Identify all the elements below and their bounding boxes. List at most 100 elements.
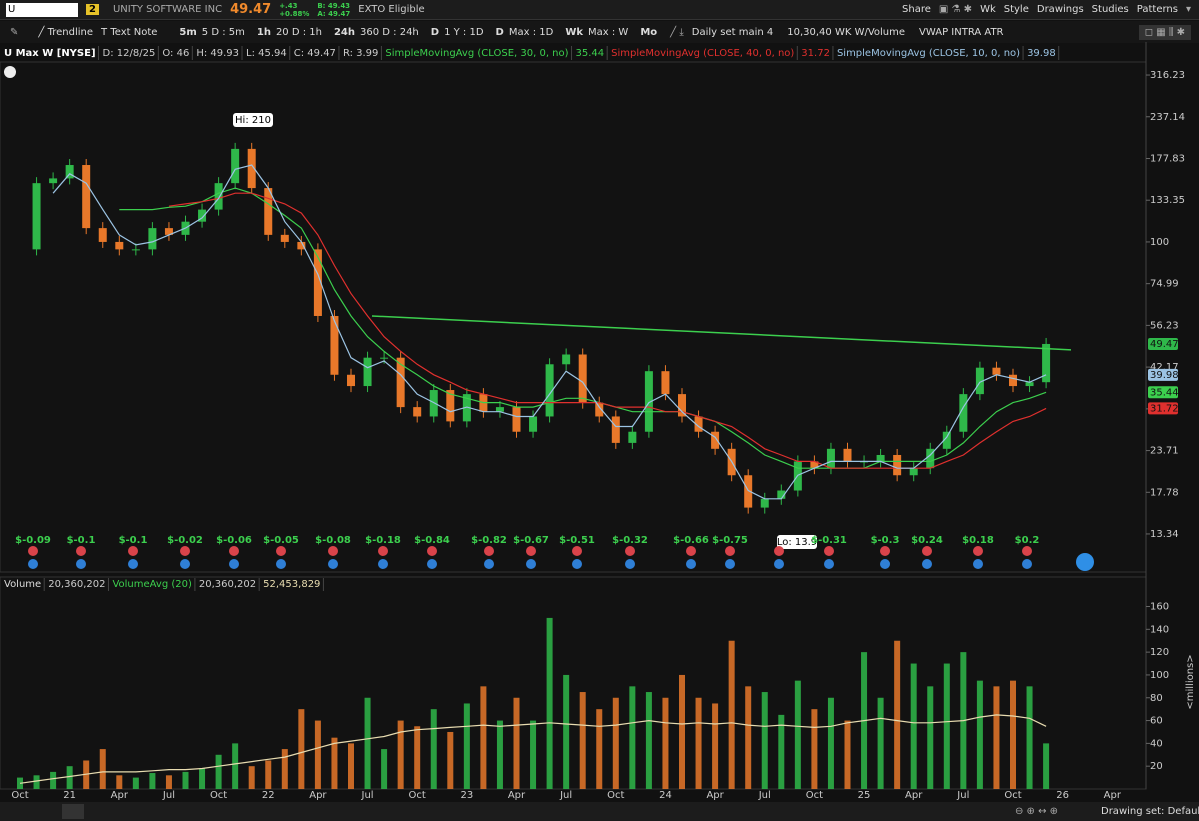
studies-button[interactable]: Studies: [1091, 4, 1129, 15]
x-tick-label: 26: [1056, 790, 1069, 801]
header-item: SimpleMovingAvg (CLOSE, 40, 0, no): [611, 48, 794, 59]
candle: [694, 416, 703, 432]
alert-icon: [4, 66, 16, 78]
volume-bar: [629, 686, 636, 789]
volume-bar: [496, 720, 503, 789]
dividend-icon: [572, 546, 582, 556]
volume-bar: [596, 709, 603, 789]
header-item: 39.98: [1027, 48, 1056, 59]
volume-bar: [463, 703, 470, 789]
x-tick-label: 24: [659, 790, 672, 801]
preset-label[interactable]: Max : 1D: [508, 26, 554, 38]
volume-bar: [447, 731, 454, 789]
volume-bar: [513, 697, 520, 789]
candle: [462, 394, 471, 422]
preset-label[interactable]: 1 Y : 1D: [444, 26, 484, 38]
layout-icons[interactable]: ◻ ▦ ⫼ ✱: [1138, 24, 1191, 40]
ask: A: 49.47: [317, 9, 351, 18]
volume-bar: [265, 760, 272, 789]
volume-bar: [99, 749, 106, 789]
x-tick-label: Oct: [607, 790, 624, 801]
dividend-icon: [725, 546, 735, 556]
change-pct: +0.88%: [279, 9, 310, 18]
last-price: 49.47: [230, 2, 272, 17]
textnote-tool[interactable]: T Text Note: [101, 26, 158, 38]
style-button[interactable]: Style: [1003, 4, 1029, 15]
x-tick-label: 25: [858, 790, 871, 801]
link-badge[interactable]: 2: [86, 4, 99, 15]
share-button[interactable]: Share: [902, 4, 931, 15]
preset-key[interactable]: Wk: [565, 26, 584, 38]
preset-label[interactable]: Max : W: [588, 26, 629, 38]
volume-legend: 52,453,829: [263, 579, 320, 590]
volume-bar: [894, 640, 901, 789]
trendline-tool[interactable]: ╱ Trendline: [38, 26, 94, 38]
earnings-icon: [28, 559, 38, 569]
earnings-icon: [276, 559, 286, 569]
zoom-controls: ⊖ ⊕ ↔ ⊕: [1015, 806, 1058, 817]
y-tick-label: 177.83: [1150, 153, 1185, 164]
x-tick-label: 23: [460, 790, 473, 801]
earnings-icon: [76, 559, 86, 569]
scroll-button[interactable]: [62, 804, 84, 819]
preset-label[interactable]: 5 D : 5m: [201, 26, 245, 38]
help-icon: [1076, 553, 1094, 571]
dividend-icon: [378, 546, 388, 556]
y-tick-label: 100: [1150, 670, 1169, 681]
x-tick-label: Apr: [508, 790, 526, 801]
preset-label[interactable]: 20 D : 1h: [275, 26, 322, 38]
header-item: C: 49.47: [294, 48, 336, 59]
study-set[interactable]: VWAP INTRA ATR: [919, 26, 1004, 38]
preset-key[interactable]: D: [495, 26, 504, 38]
earnings-icon: [526, 559, 536, 569]
candle: [595, 402, 604, 417]
drawings-button[interactable]: Drawings: [1036, 4, 1084, 15]
bid: B: 49.43: [317, 1, 351, 10]
draw-icons[interactable]: ╱ ⤓: [670, 26, 684, 38]
sma-line: [52, 164, 1047, 500]
header-item: SimpleMovingAvg (CLOSE, 30, 0, no): [385, 48, 568, 59]
candle: [578, 354, 587, 403]
volume-bar: [530, 720, 537, 789]
header-item: O: 46: [162, 48, 189, 59]
candle: [876, 454, 885, 462]
volume-bar: [281, 749, 288, 789]
preset-label[interactable]: 360 D : 24h: [360, 26, 419, 38]
trendline: [371, 315, 1072, 351]
patterns-button[interactable]: Patterns: [1136, 4, 1178, 15]
earnings-label: $0.24: [911, 535, 943, 546]
x-tick-label: Oct: [409, 790, 426, 801]
dividend-icon: [625, 546, 635, 556]
y-axis-label: <millions>: [1185, 654, 1196, 709]
preset-key[interactable]: D: [430, 26, 440, 38]
preset-key[interactable]: 1h: [256, 26, 271, 38]
wk-button[interactable]: Wk: [980, 4, 996, 15]
header-item: U Max W [NYSE]: [4, 48, 96, 59]
pin-icon[interactable]: ✎: [10, 26, 19, 38]
preset-key[interactable]: Mo: [640, 26, 658, 38]
earnings-icon: [572, 559, 582, 569]
header-item: SimpleMovingAvg (CLOSE, 10, 0, no): [837, 48, 1020, 59]
preset-key[interactable]: 24h: [333, 26, 356, 38]
candle: [909, 468, 918, 476]
earnings-icon: [229, 559, 239, 569]
volume-bar: [612, 697, 619, 789]
header-item: H: 49.93: [196, 48, 239, 59]
candle: [959, 394, 968, 432]
dividend-icon: [180, 546, 190, 556]
candle: [396, 357, 405, 408]
study-set[interactable]: Daily set main 4: [691, 26, 774, 38]
icons[interactable]: ▣ ⚗ ✱: [938, 4, 973, 15]
earnings-label: $0.2: [1015, 535, 1040, 546]
symbol-input[interactable]: U: [6, 2, 78, 17]
volume-bar: [381, 749, 388, 789]
study-set[interactable]: 10,30,40 WK W/Volume: [787, 26, 906, 38]
menu-icon[interactable]: ▾: [1185, 4, 1191, 15]
preset-key[interactable]: 5m: [179, 26, 197, 38]
earnings-icon: [484, 559, 494, 569]
volume-bar: [248, 766, 255, 789]
earnings-label: $-0.02: [167, 535, 203, 546]
volume-avg: [19, 714, 1047, 784]
last-price-label: 35.44: [1150, 387, 1179, 398]
